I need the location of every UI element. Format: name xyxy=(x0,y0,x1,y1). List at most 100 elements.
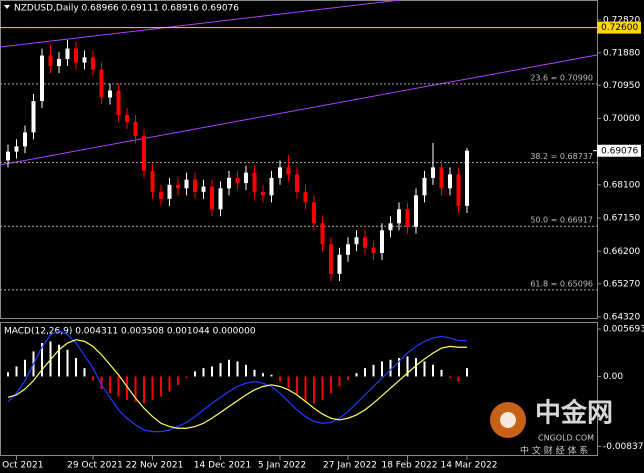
macd-histogram-bar xyxy=(423,361,426,377)
candle-body xyxy=(74,48,78,63)
macd-histogram-bar xyxy=(406,356,409,377)
candle-body xyxy=(201,186,206,192)
candle-body xyxy=(405,209,410,227)
y-tick-label: 0.72820 xyxy=(603,15,640,25)
channel-lower xyxy=(0,54,598,166)
macd-histogram-bar xyxy=(432,364,434,377)
candle-body xyxy=(218,188,223,210)
macd-histogram-bar xyxy=(15,366,18,377)
candle-body xyxy=(388,223,393,231)
candle-body xyxy=(125,114,129,122)
macd-pane-border xyxy=(0,322,598,456)
macd-histogram-bar xyxy=(466,368,468,377)
macd-histogram-bar xyxy=(100,376,103,389)
candle-body xyxy=(320,223,325,245)
y-tick-label: -0.008370 xyxy=(603,442,644,452)
candle-body xyxy=(159,191,163,199)
candle-body xyxy=(303,191,308,203)
level-label-box xyxy=(597,21,641,34)
current-price-box xyxy=(597,144,641,157)
candle-body xyxy=(465,150,469,206)
macd-histogram-bar xyxy=(398,358,400,377)
candle-body xyxy=(456,174,461,206)
candle-body xyxy=(337,254,342,274)
fib-label: 50.0 = 0.66917 xyxy=(530,216,593,225)
macd-histogram-bar xyxy=(24,359,26,377)
candle-body xyxy=(14,146,19,152)
candle-body xyxy=(244,172,248,184)
macd-histogram-bar xyxy=(236,361,239,377)
macd-histogram-bar xyxy=(58,344,60,377)
macd-histogram-bar xyxy=(415,358,417,377)
candle-body xyxy=(448,174,452,189)
macd-histogram-bar xyxy=(66,349,69,377)
candle-body xyxy=(346,244,350,255)
y-tick-label: 0.67150 xyxy=(603,214,640,224)
candle-body xyxy=(150,170,155,192)
macd-histogram-bar xyxy=(381,361,383,377)
x-tick-label: 18 Feb 2022 xyxy=(381,461,437,471)
candle-body xyxy=(422,177,427,196)
candle-body xyxy=(176,184,180,189)
candle-body xyxy=(23,132,27,147)
macd-histogram-bar xyxy=(449,376,451,379)
fib-label: 23.6 = 0.70990 xyxy=(530,73,593,82)
macd-histogram-bar xyxy=(151,376,154,400)
macd-histogram-bar xyxy=(321,376,324,400)
macd-title: MACD(12,26,9) 0.004311 0.003508 0.001044… xyxy=(4,327,256,337)
macd-histogram-bar xyxy=(211,366,213,377)
candle-body xyxy=(286,167,291,175)
macd-histogram-bar xyxy=(134,376,137,402)
candle-body xyxy=(414,195,418,227)
candle-body xyxy=(108,90,112,98)
candle-body xyxy=(193,179,197,192)
macd-histogram-bar xyxy=(389,359,392,377)
candle-body xyxy=(142,135,146,171)
x-tick-label: 22 Nov 2021 xyxy=(126,461,184,471)
candle-body xyxy=(210,186,214,210)
candle-body xyxy=(6,151,10,161)
candle-body xyxy=(261,191,265,196)
macd-histogram-bar xyxy=(7,372,9,377)
candle-body xyxy=(439,167,444,189)
fib-label: 61.8 = 0.65096 xyxy=(530,279,593,288)
macd-histogram-bar xyxy=(75,358,77,377)
candle-body xyxy=(269,177,274,196)
y-tick-label: 0.71880 xyxy=(603,48,640,58)
macd-histogram-bar xyxy=(355,373,358,377)
candle-body xyxy=(380,230,384,254)
x-tick-label: 29 Oct 2021 xyxy=(67,461,123,471)
macd-line xyxy=(7,329,467,433)
watermark-site: CNGOLD.COM xyxy=(538,434,594,443)
macd-histogram-bar xyxy=(160,376,162,397)
macd-histogram-bar xyxy=(143,376,145,404)
macd-histogram-bar xyxy=(83,368,86,377)
y-tick-label: 0.64320 xyxy=(603,312,640,322)
macd-histogram-bar xyxy=(279,376,281,382)
macd-histogram-bar xyxy=(287,376,290,389)
x-tick-label: 14 Dec 2021 xyxy=(194,461,252,471)
candle-body xyxy=(227,177,231,189)
x-tick-label: 14 Mar 2022 xyxy=(440,461,497,471)
macd-histogram-bar xyxy=(262,373,264,377)
main-pane-border xyxy=(0,0,598,319)
current-price-label: 0.69076 xyxy=(601,146,638,156)
candle-body xyxy=(329,244,333,274)
y-tick-label: 0.005693 xyxy=(603,324,644,334)
y-tick-label: 0.70950 xyxy=(603,81,640,91)
candle-body xyxy=(57,59,61,67)
y-tick-label: 0.66200 xyxy=(603,247,640,257)
watermark: 中金网 CNGOLD.COM 中 文 财 经 体 系 xyxy=(490,398,613,457)
macd-histogram-bar xyxy=(253,369,256,377)
macd-histogram-bar xyxy=(304,376,307,402)
x-tick-label: 8 Oct 2021 xyxy=(0,461,43,471)
y-tick-label: 0.65270 xyxy=(603,279,640,289)
candle-body xyxy=(116,90,121,115)
candle-body xyxy=(99,69,104,98)
candle-body xyxy=(48,55,53,67)
x-tick-label: 27 Jan 2022 xyxy=(323,461,377,471)
macd-histogram-bar xyxy=(41,343,43,377)
candle-body xyxy=(82,57,87,63)
candle-body xyxy=(371,247,376,254)
